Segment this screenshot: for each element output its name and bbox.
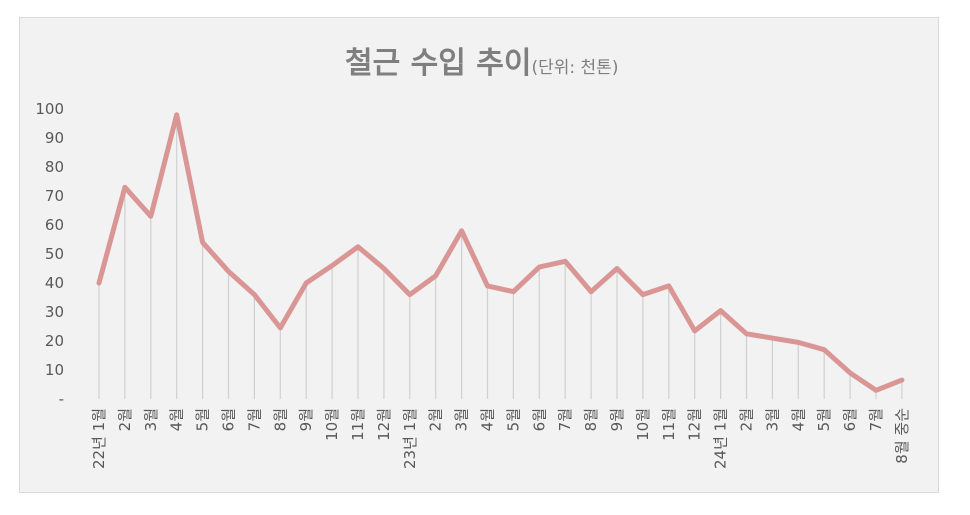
x-tick-label: 11월 [349,408,367,441]
x-tick-label: 5월 [194,408,212,431]
chart-title: 철근 수입 추이(단위: 천톤) [345,46,618,81]
y-tick-label: 60 [45,216,64,234]
x-tick-label: 6월 [841,408,859,431]
x-tick-label: 7월 [556,408,574,431]
x-tick-label: 4월 [789,408,807,431]
x-tick-label: 10월 [634,408,652,441]
x-tick-label: 9월 [608,408,626,431]
y-tick-label: 50 [45,245,64,263]
x-tick-label: 7월 [867,408,885,431]
y-tick-label: 100 [35,100,64,118]
y-tick-label: - [59,390,64,408]
x-tick-label: 12월 [686,408,704,441]
y-tick-label: 70 [45,187,64,205]
chart-area [19,17,939,493]
x-tick-label: 10월 [323,408,341,441]
title-main: 철근 수입 추이 [345,46,532,81]
x-tick-label: 22년 1월 [90,408,108,469]
x-tick-label: 12월 [375,408,393,441]
x-tick-label: 24년 1월 [712,408,730,469]
x-tick-label: 2월 [427,408,445,431]
x-axis: 22년 1월 2월 3월 4월 5월 6월 7월 8월 9월 10월 11월 12월 23년 1월 2월 3… [90,408,911,469]
x-tick-label: 23년 1월 [401,408,419,469]
y-tick-label: 90 [45,129,64,147]
title-unit: (단위: 천톤) [532,58,619,78]
x-tick-label: 9월 [297,408,315,431]
x-tick-label: 2월 [738,408,756,431]
x-tick-label: 3월 [453,408,471,431]
x-tick-label: 4월 [168,408,186,431]
y-tick-label: 30 [45,303,64,321]
x-tick-label: 6월 [220,408,238,431]
x-tick-label: 11월 [660,408,678,441]
x-tick-label: 8월 [582,408,600,431]
y-tick-label: 40 [45,274,64,292]
series-line [96,112,905,393]
y-tick-label: 10 [45,361,64,379]
x-tick-label: 8월 중순 [893,408,911,464]
y-tick-label: 80 [45,158,64,176]
x-tick-label: 3월 [142,408,160,431]
y-tick-label: 20 [45,332,64,350]
x-tick-label: 6월 [530,408,548,431]
x-tick-label: 5월 [504,408,522,431]
x-tick-label: 7월 [245,408,263,431]
drop-lines [98,114,903,399]
x-tick-label: 4월 [479,408,497,431]
x-tick-label: 3월 [763,408,781,431]
x-tick-label: 8월 [271,408,289,431]
x-tick-label: 5월 [815,408,833,431]
x-tick-label: 2월 [116,408,134,431]
y-axis: - 10 20 30 40 50 60 70 80 90 100 [35,100,64,408]
